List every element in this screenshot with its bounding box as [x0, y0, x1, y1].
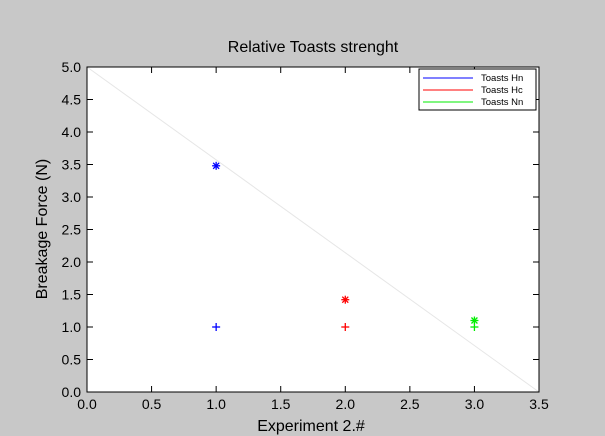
x-tick-label: 0.0: [77, 396, 97, 412]
y-tick-label: 3.0: [62, 189, 82, 205]
y-tick-label: 2.5: [62, 222, 82, 238]
asterisk-marker: [341, 295, 350, 304]
marker-stroke: [470, 317, 478, 324]
x-tick-label: 2.0: [336, 396, 356, 412]
reference-line: [86, 66, 540, 393]
y-axis-ticks: 0.0 0.5 1.0 1.5 2.0 2.5 3.0 3.5 4.0 4.5 5.0: [62, 59, 539, 400]
y-tick-label: 4.5: [62, 92, 82, 108]
y-tick-label: 2.0: [62, 254, 82, 270]
x-tick-label: 3.5: [529, 396, 549, 412]
y-axis-title: Breakage Force (N): [34, 159, 51, 300]
y-tick-label: 0.0: [62, 384, 82, 400]
y-tick-label: 1.0: [62, 319, 82, 335]
plus-marker: [212, 323, 221, 331]
chart-title: Relative Toasts strenght: [228, 39, 399, 56]
x-tick-label: 0.5: [142, 396, 162, 412]
legend: Toasts Hn Toasts Hc Toasts Nn: [418, 68, 537, 111]
x-tick-label: 3.0: [465, 396, 485, 412]
y-tick-label: 5.0: [62, 59, 82, 75]
plus-marker: [341, 323, 350, 331]
y-tick-label: 0.5: [62, 352, 82, 368]
x-axis-ticks: 0.0 0.5 1.0 1.5 2.0 2.5 3.0 3.5: [77, 67, 549, 412]
data-markers: [212, 161, 479, 331]
x-tick-label: 2.5: [400, 396, 420, 412]
marker-stroke: [341, 296, 349, 304]
asterisk-marker: [212, 161, 221, 170]
y-tick-label: 3.5: [62, 157, 82, 173]
y-tick-label: 1.5: [62, 287, 82, 303]
plus-marker: [470, 323, 479, 331]
plot-frame: [86, 66, 540, 393]
x-tick-label: 1.5: [271, 396, 291, 412]
legend-label-nn: Toasts Nn: [481, 97, 523, 108]
x-tick-label: 1.0: [206, 396, 226, 412]
x-axis-title: Experiment 2.#: [257, 418, 365, 435]
y-tick-label: 4.0: [62, 124, 82, 140]
legend-label-hn: Toasts Hn: [481, 73, 523, 84]
legend-label-hc: Toasts Hc: [481, 85, 523, 96]
marker-stroke: [212, 162, 220, 170]
